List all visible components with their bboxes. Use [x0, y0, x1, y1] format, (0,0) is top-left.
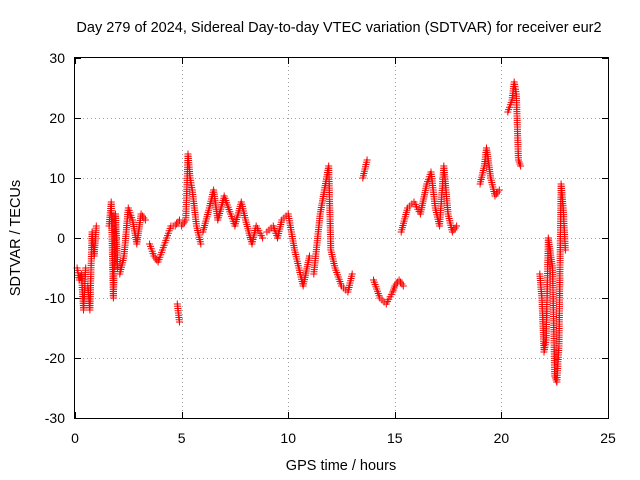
data-point-marker	[176, 318, 183, 326]
x-tick-label: 10	[280, 430, 296, 446]
data-point-marker	[561, 246, 569, 254]
x-tick-labels: 0 5 10 15 20 25	[71, 430, 616, 446]
data-point-marker	[114, 264, 122, 272]
y-tick-label: 10	[49, 170, 65, 186]
data-point-marker	[176, 216, 183, 224]
y-tick-label: -30	[45, 410, 65, 426]
data-points	[73, 78, 569, 386]
y-axis-label: SDTVAR / TECUs	[8, 180, 24, 296]
data-point-marker	[306, 252, 313, 260]
y-tick-label: -20	[45, 350, 65, 366]
y-tick-label: 20	[49, 110, 65, 126]
data-point-marker	[453, 222, 461, 230]
data-point-marker	[141, 216, 149, 224]
data-point-marker	[399, 282, 407, 290]
y-tick-labels: -30 -20 -10 0 10 20 30	[45, 50, 65, 426]
y-tick-label: 0	[57, 230, 65, 246]
data-point-marker	[348, 270, 356, 278]
grid-lines	[75, 58, 608, 418]
x-tick-label: 15	[387, 430, 403, 446]
x-tick-label: 25	[600, 430, 616, 446]
data-point-marker	[495, 186, 503, 194]
data-point-marker	[92, 222, 100, 230]
plot-frame	[74, 57, 609, 419]
data-point-marker	[197, 240, 205, 248]
y-tick-label: -10	[45, 290, 65, 306]
x-axis-label: GPS time / hours	[286, 458, 396, 474]
data-point-marker	[517, 162, 525, 170]
data-point-marker	[363, 156, 371, 164]
x-tick-label: 0	[71, 430, 79, 446]
chart-title: Day 279 of 2024, Sidereal Day-to-day VTE…	[76, 20, 601, 36]
x-tick-label: 20	[494, 430, 510, 446]
y-tick-label: 30	[49, 50, 65, 66]
x-tick-label: 5	[178, 430, 186, 446]
data-point-marker	[259, 234, 267, 242]
